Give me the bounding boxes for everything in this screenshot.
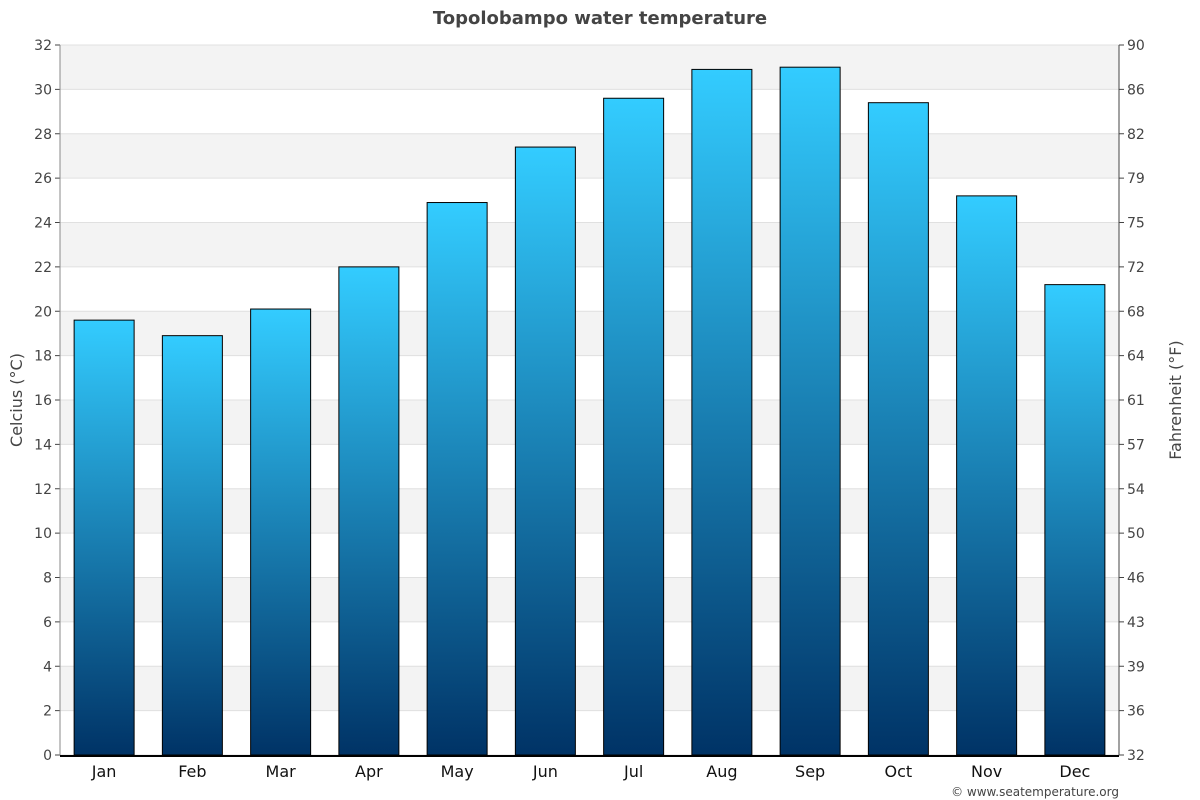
grid-stripe (60, 45, 1119, 90)
credit: © www.seatemperature.org (951, 785, 1119, 799)
y-axis-right-label: Fahrenheit (°F) (1166, 340, 1185, 459)
x-tick-label: Jun (532, 762, 558, 781)
y-right-tick-label: 72 (1127, 260, 1145, 276)
y-right-tick-label: 36 (1127, 704, 1145, 720)
y-right-tick-label: 64 (1127, 349, 1145, 365)
x-tick-label: Oct (885, 762, 913, 781)
bar-may (426, 202, 488, 756)
bar-jan (73, 319, 135, 756)
y-tick-label: 26 (34, 171, 52, 187)
y-tick-label: 0 (43, 748, 52, 764)
y-tick-label: 12 (34, 482, 52, 498)
y-tick-label: 22 (34, 260, 52, 276)
y-tick-label: 4 (43, 659, 52, 675)
y-tick-label: 20 (34, 304, 52, 320)
y-tick-label: 10 (34, 526, 52, 542)
y-axis-label: Celcius (°C) (7, 353, 26, 447)
x-tick-label: Mar (266, 762, 297, 781)
grid-stripe (60, 133, 1119, 179)
bar-apr (338, 266, 400, 756)
y-tick-label: 14 (34, 437, 52, 453)
y-tick-label: 32 (34, 38, 52, 54)
x-tick-label: Dec (1059, 762, 1090, 781)
bar-oct (867, 102, 929, 756)
chart-title: Topolobampo water temperature (433, 8, 767, 29)
y-right-tick-label: 54 (1127, 482, 1145, 498)
bar-mar (250, 308, 312, 756)
x-tick-label: Feb (178, 762, 206, 781)
bar-sep (779, 66, 841, 756)
bar-jul (603, 97, 665, 756)
bar-feb (161, 335, 223, 756)
bar-aug (691, 68, 753, 756)
grid-stripe (60, 488, 1119, 534)
y-right-tick-label: 90 (1127, 38, 1145, 54)
grid-stripe (60, 222, 1119, 267)
y-right-tick-label: 50 (1127, 526, 1145, 542)
y-tick-label: 16 (34, 393, 52, 409)
y-right-tick-label: 79 (1127, 171, 1145, 187)
bar-nov (956, 195, 1018, 756)
y-right-tick-label: 75 (1127, 216, 1145, 232)
y-tick-label: 18 (34, 349, 52, 365)
y-right-tick-label: 86 (1127, 82, 1145, 98)
x-tick-label: Apr (355, 762, 383, 781)
x-tick-label: Jul (623, 762, 643, 781)
x-tick-label: May (441, 762, 474, 781)
x-tick-label: Sep (795, 762, 825, 781)
grid-stripe (60, 311, 1119, 356)
y-right-tick-label: 82 (1127, 127, 1145, 143)
grid-stripe (60, 400, 1119, 445)
y-right-tick-label: 57 (1127, 437, 1145, 453)
y-tick-label: 30 (34, 82, 52, 98)
axes: 0 32 2 36 4 39 6 43 8 46 10 50 12 54 14 57 16 61 18 64 20 68 2… (34, 38, 1145, 781)
grid-stripes (60, 44, 1119, 756)
grid-stripe (60, 577, 1119, 622)
y-right-tick-label: 43 (1127, 615, 1145, 631)
bar-dec (1044, 284, 1106, 756)
y-right-tick-label: 39 (1127, 659, 1145, 675)
y-tick-label: 6 (43, 615, 52, 631)
y-right-tick-label: 46 (1127, 571, 1145, 587)
y-right-tick-label: 61 (1127, 393, 1145, 409)
y-right-tick-label: 68 (1127, 304, 1145, 320)
y-tick-label: 2 (43, 704, 52, 720)
y-right-tick-label: 32 (1127, 748, 1145, 764)
grid-stripe (60, 666, 1119, 711)
y-tick-label: 8 (43, 571, 52, 587)
x-tick-label: Nov (971, 762, 1002, 781)
y-tick-label: 24 (34, 216, 52, 232)
bars (73, 66, 1106, 756)
bar-jun (514, 146, 576, 756)
x-tick-label: Aug (706, 762, 737, 781)
x-tick-label: Jan (91, 762, 117, 781)
y-tick-label: 28 (34, 127, 52, 143)
